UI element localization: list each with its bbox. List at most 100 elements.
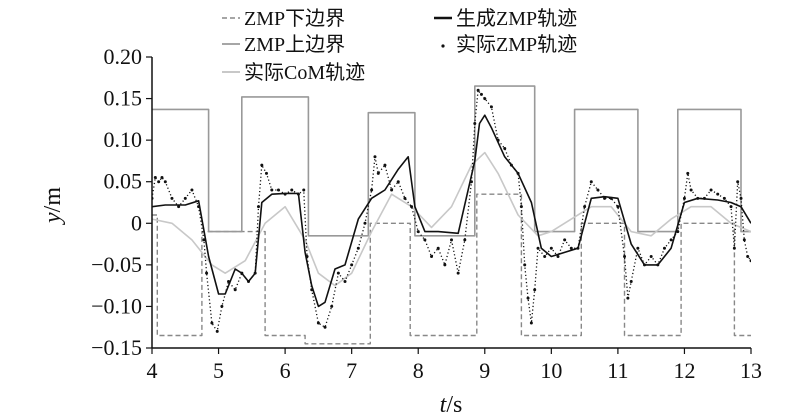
data-point-actual-zmp (629, 279, 633, 283)
data-point-actual-zmp (736, 180, 740, 184)
data-point-actual-zmp (656, 263, 660, 267)
series-actual-zmp (152, 88, 751, 334)
y-tick-label: 0.20 (104, 44, 143, 69)
data-point-actual-zmp (373, 155, 377, 159)
data-point-actual-zmp (589, 180, 593, 184)
data-point-actual-zmp (202, 238, 206, 242)
data-point-actual-zmp (709, 188, 713, 192)
data-point-actual-zmp (676, 230, 680, 234)
y-axis-title: y/m (40, 187, 66, 225)
data-point-actual-zmp (443, 263, 447, 267)
data-point-actual-zmp (403, 196, 407, 200)
y-axis-var: y (40, 212, 66, 225)
data-point-actual-zmp (290, 188, 294, 192)
data-point-actual-zmp (283, 192, 287, 196)
data-point-actual-zmp (636, 246, 640, 250)
legend-label-zmp-lower: ZMP下边界 (244, 7, 345, 30)
data-point-actual-zmp (160, 176, 164, 180)
data-point-actual-zmp (370, 188, 374, 192)
data-point-actual-zmp (483, 97, 487, 101)
data-point-actual-zmp (686, 171, 690, 175)
x-tick-label: 10 (540, 358, 562, 383)
data-point-actual-zmp (503, 146, 507, 150)
data-point-actual-zmp (197, 205, 201, 209)
data-point-actual-zmp (643, 263, 647, 267)
data-point-actual-zmp (383, 163, 387, 167)
data-point-actual-zmp (264, 171, 268, 175)
y-tick-label: −0.05 (91, 252, 142, 277)
y-ticks: 0.20 0.15 0.10 0.05 0 −0.05 −0.10 −0.15 (91, 44, 152, 360)
legend-label-zmp-upper: ZMP上边界 (244, 33, 345, 56)
data-point-actual-zmp (583, 205, 587, 209)
x-tick-label: 7 (346, 358, 357, 383)
data-point-actual-zmp (523, 263, 527, 267)
data-point-actual-zmp (463, 238, 467, 242)
data-point-actual-zmp (576, 246, 580, 250)
series-line-actual-com (152, 151, 751, 287)
data-point-actual-zmp (529, 321, 533, 325)
data-point-actual-zmp (489, 105, 493, 109)
y-tick-label: −0.10 (91, 293, 142, 318)
y-tick-label: 0.15 (104, 86, 143, 111)
data-point-actual-zmp (609, 196, 613, 200)
data-point-actual-zmp (220, 304, 224, 308)
data-point-actual-zmp (305, 255, 309, 259)
data-point-actual-zmp (742, 238, 746, 242)
legend-label-generated-zmp: 生成ZMP轨迹 (456, 7, 577, 30)
x-tick-label: 9 (479, 358, 490, 383)
data-point-actual-zmp (190, 188, 194, 192)
data-point-actual-zmp (536, 246, 540, 250)
data-point-actual-zmp (390, 188, 394, 192)
legend-item-actual-zmp: 实际ZMP轨迹 (441, 33, 577, 56)
data-point-actual-zmp (302, 188, 306, 192)
axes (151, 57, 751, 349)
data-point-actual-zmp (310, 288, 314, 292)
data-point-actual-zmp (689, 188, 693, 192)
data-point-actual-zmp (316, 321, 320, 325)
data-point-actual-zmp (296, 192, 300, 196)
series-line-zmp-upper-bound (152, 85, 751, 237)
data-point-actual-zmp (526, 296, 530, 300)
x-tick-label: 6 (280, 358, 291, 383)
x-axis-unit: /s (446, 392, 462, 418)
data-point-actual-zmp (533, 288, 537, 292)
data-point-actual-zmp (153, 176, 157, 180)
data-point-actual-zmp (270, 188, 274, 192)
x-tick-label: 12 (673, 358, 695, 383)
legend-item-zmp-lower: ZMP下边界 (222, 7, 345, 30)
data-point-actual-zmp (276, 188, 280, 192)
data-point-actual-zmp (205, 271, 209, 275)
data-point-actual-zmp (682, 196, 686, 200)
y-tick-label: 0 (131, 210, 142, 235)
data-point-actual-zmp (256, 205, 260, 209)
legend-item-actual-com: 实际CoM轨迹 (222, 61, 365, 84)
data-point-actual-zmp (336, 271, 340, 275)
data-point-actual-zmp (746, 255, 750, 259)
x-tick-label: 11 (607, 358, 628, 383)
x-tick-label: 13 (740, 358, 762, 383)
data-point-actual-zmp (253, 271, 257, 275)
data-point-actual-zmp (563, 238, 567, 242)
data-point-actual-zmp (662, 246, 666, 250)
data-point-actual-zmp (183, 196, 187, 200)
data-point-actual-zmp (410, 205, 414, 209)
legend-item-zmp-upper: ZMP上边界 (222, 33, 345, 56)
data-point-actual-zmp (157, 180, 161, 184)
data-point-actual-zmp (177, 205, 181, 209)
data-point-actual-zmp (649, 255, 653, 259)
data-point-actual-zmp (479, 92, 483, 96)
data-point-actual-zmp (350, 263, 354, 267)
data-point-actual-zmp (356, 246, 360, 250)
series-line-actual-zmp (152, 88, 751, 334)
data-point-actual-zmp (702, 196, 706, 200)
data-point-actual-zmp (323, 325, 327, 329)
data-point-actual-zmp (210, 321, 214, 325)
data-point-actual-zmp (496, 138, 500, 142)
data-point-actual-zmp (749, 259, 751, 263)
data-point-actual-zmp (696, 196, 700, 200)
data-point-actual-zmp (247, 279, 251, 283)
data-point-actual-zmp (549, 246, 553, 250)
data-point-actual-zmp (722, 196, 726, 200)
data-point-actual-zmp (233, 288, 237, 292)
